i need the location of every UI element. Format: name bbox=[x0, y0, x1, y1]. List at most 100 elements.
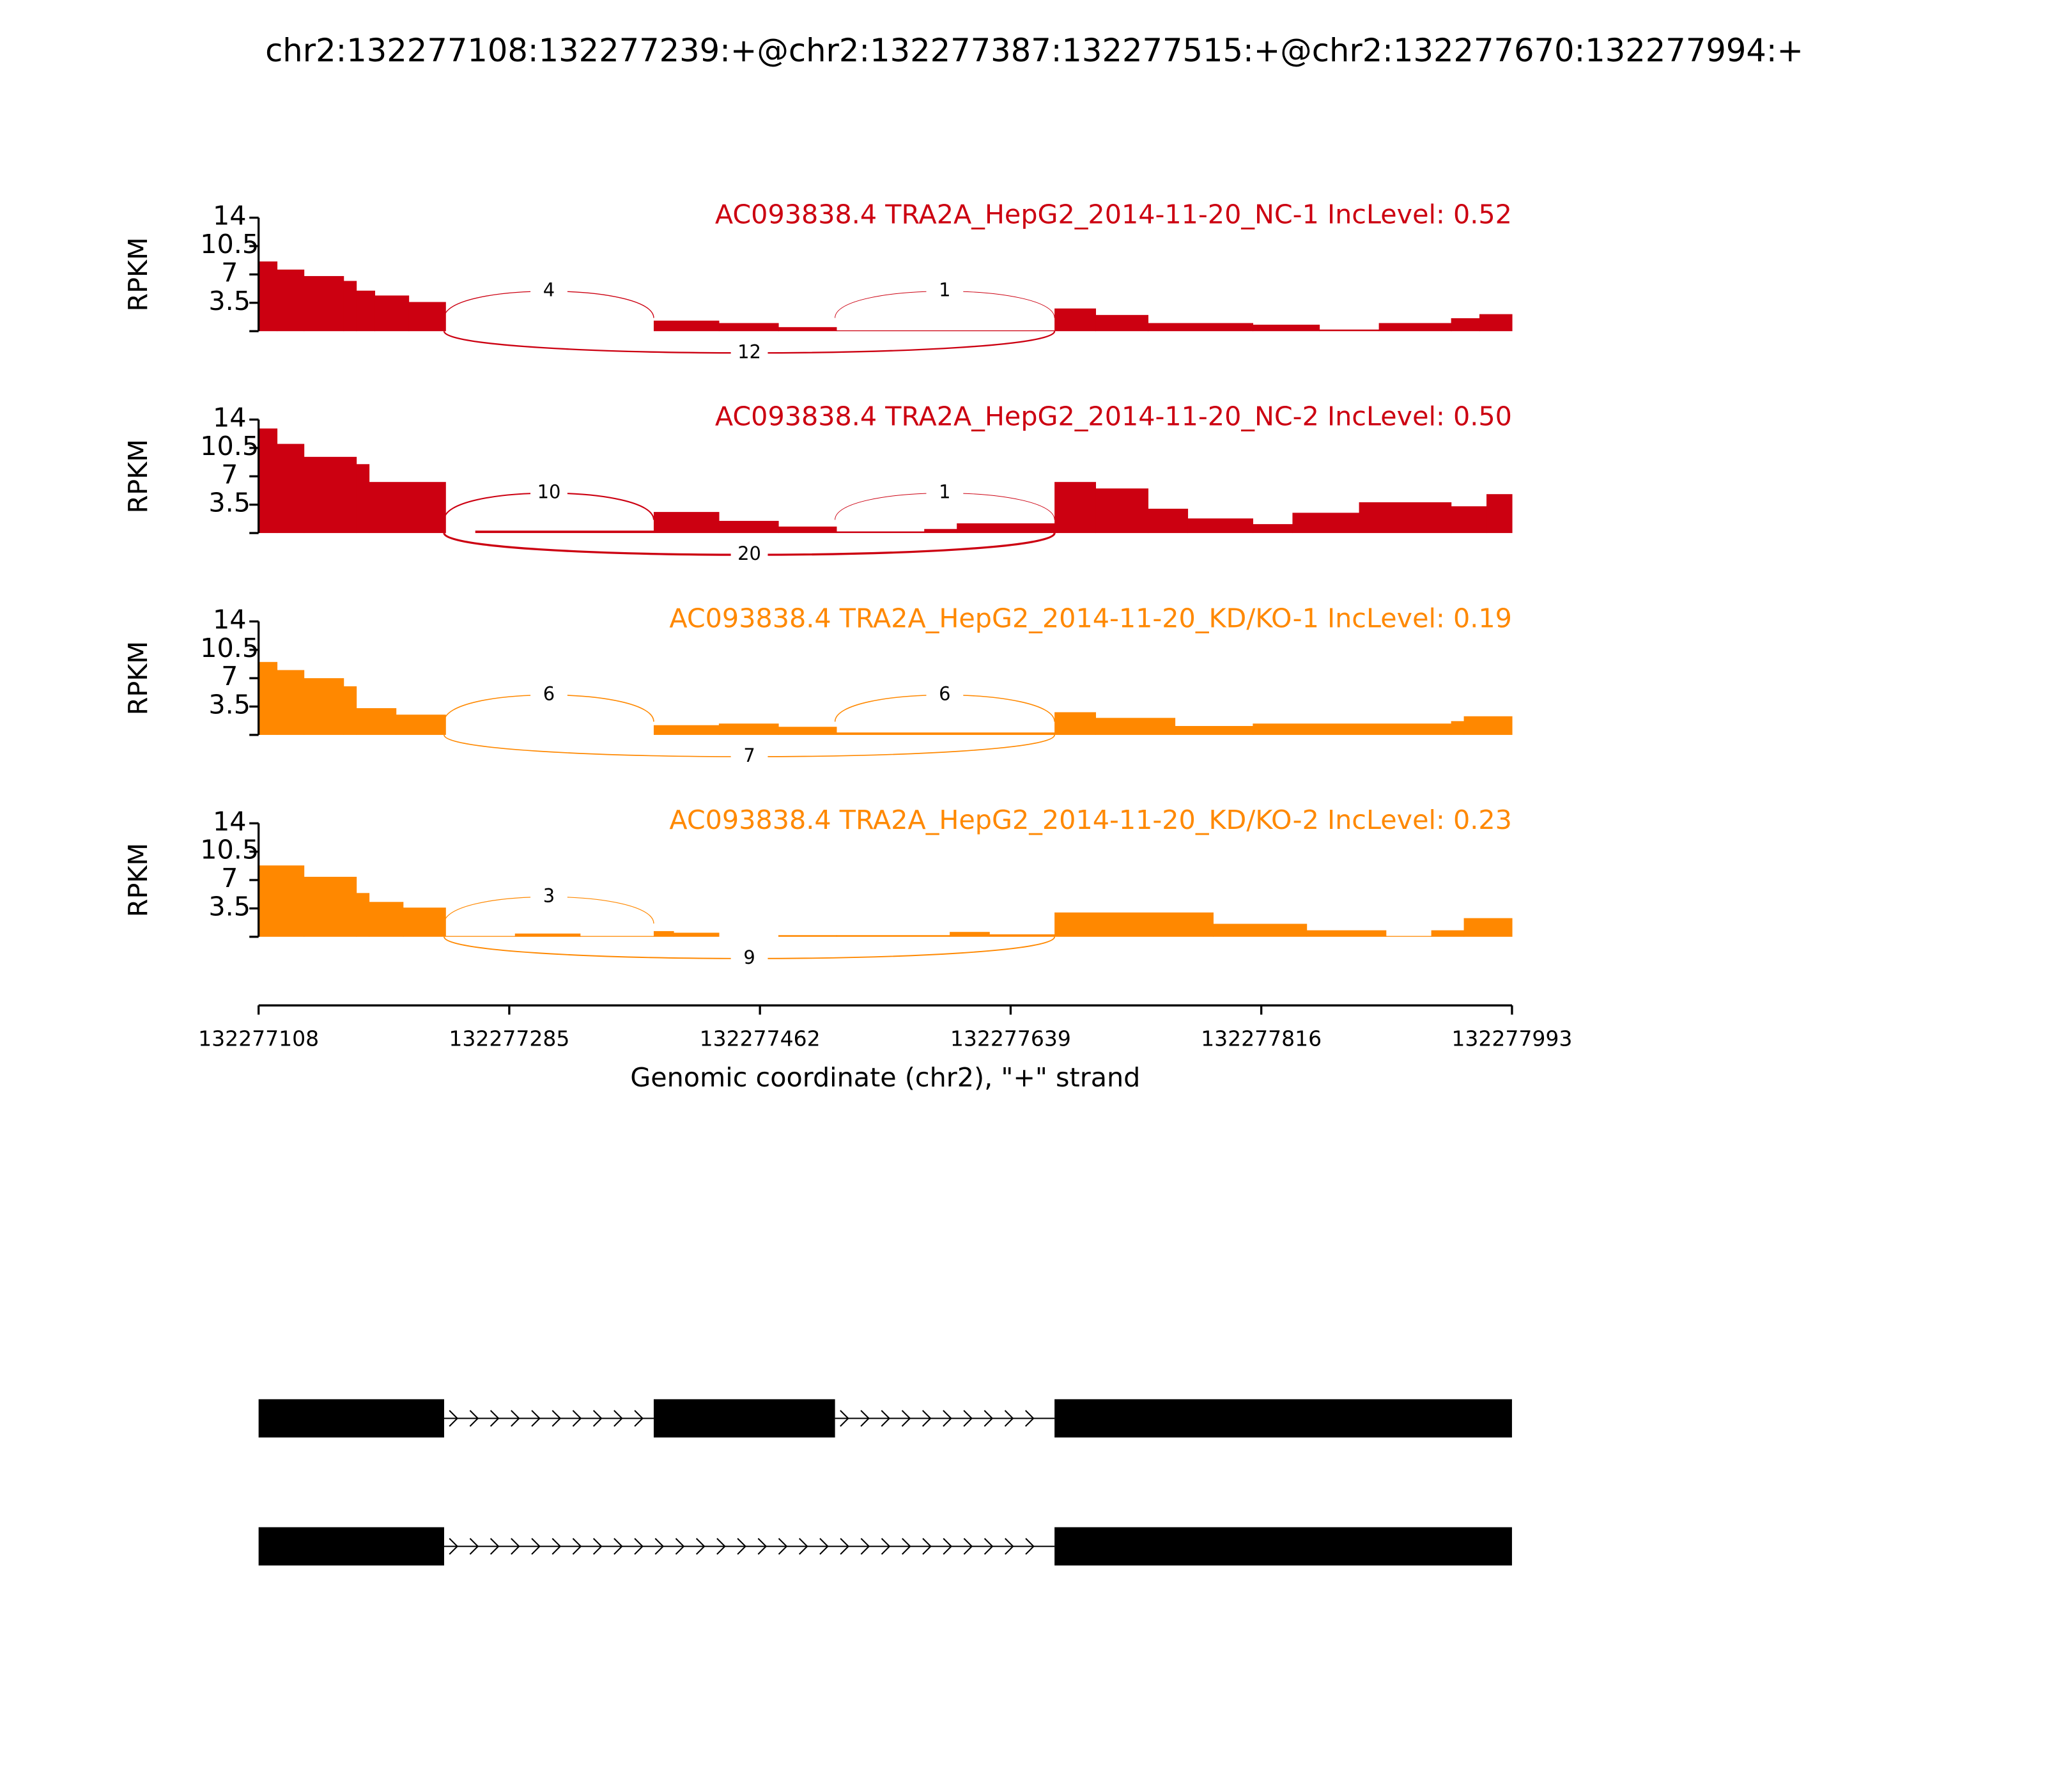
intron-arrow bbox=[634, 1410, 644, 1427]
coverage-bar bbox=[374, 295, 410, 332]
junction-label-bg bbox=[530, 884, 567, 909]
intron-arrow bbox=[552, 1538, 562, 1555]
coverage-bar bbox=[277, 444, 305, 534]
coverage-bar bbox=[924, 529, 957, 534]
intron-arrow bbox=[449, 1410, 459, 1427]
exon bbox=[653, 1399, 835, 1438]
x-tick-label: 132277285 bbox=[449, 1026, 569, 1051]
junction-label-bg bbox=[926, 279, 964, 304]
intron-arrow bbox=[943, 1410, 952, 1427]
junction-label: 10 bbox=[537, 481, 561, 503]
intron-arrow bbox=[490, 1538, 500, 1555]
intron-arrow bbox=[901, 1410, 911, 1427]
coverage-bar bbox=[369, 902, 404, 937]
intron-arrow bbox=[572, 1410, 582, 1427]
y-tick-label: 14 bbox=[213, 806, 247, 837]
y-tick-label: 10.5 bbox=[200, 835, 259, 865]
coverage-bar bbox=[1385, 936, 1432, 937]
y-tick-label: 10.5 bbox=[200, 431, 259, 461]
coverage-bar bbox=[258, 865, 305, 937]
coverage-bar bbox=[1253, 325, 1320, 332]
coverage-bar bbox=[304, 678, 344, 735]
coverage-bar bbox=[1054, 912, 1214, 937]
coverage-bar bbox=[718, 521, 779, 534]
coverage-bar bbox=[403, 908, 446, 937]
coverage-bar bbox=[1095, 718, 1176, 735]
coverage-bar bbox=[475, 530, 654, 534]
coverage-bar bbox=[989, 934, 1055, 937]
intron-arrow bbox=[572, 1538, 582, 1555]
intron-arrow bbox=[984, 1410, 994, 1427]
intron-arrow bbox=[531, 1538, 541, 1555]
intron-arrow bbox=[469, 1538, 479, 1555]
coverage-bar bbox=[653, 725, 720, 735]
coverage-bar bbox=[1095, 488, 1149, 534]
intron-arrow bbox=[963, 1538, 973, 1555]
coverage-bar bbox=[1463, 716, 1513, 735]
intron-arrow bbox=[860, 1538, 870, 1555]
coverage-bar bbox=[1479, 314, 1513, 332]
coverage-bar bbox=[514, 933, 581, 937]
junction-label: 1 bbox=[939, 481, 950, 503]
y-tick-label: 3.5 bbox=[208, 488, 251, 518]
y-tick-label: 7 bbox=[221, 661, 238, 691]
y-tick-label: 14 bbox=[213, 201, 247, 231]
coverage-bar bbox=[778, 935, 837, 937]
intron-arrow bbox=[860, 1410, 870, 1427]
coverage-bar bbox=[653, 320, 720, 332]
intron-arrow bbox=[840, 1410, 849, 1427]
coverage-bar bbox=[778, 526, 837, 534]
exon bbox=[258, 1399, 444, 1438]
intron-arrow bbox=[1004, 1410, 1014, 1427]
y-tick-label: 7 bbox=[221, 257, 238, 288]
coverage-bar bbox=[258, 261, 278, 332]
y-axis-label: RPKM bbox=[123, 843, 153, 917]
intron-arrow bbox=[778, 1538, 788, 1555]
track-title: AC093838.4 TRA2A_HepG2_2014-11-20_NC-2 I… bbox=[715, 401, 1512, 431]
exon bbox=[258, 1527, 444, 1566]
y-tick-label: 3.5 bbox=[208, 286, 251, 316]
intron-arrow bbox=[798, 1538, 808, 1555]
coverage-bar bbox=[718, 723, 779, 735]
intron-arrow bbox=[963, 1410, 973, 1427]
coverage-bar bbox=[653, 512, 720, 534]
coverage-bar bbox=[1451, 318, 1480, 332]
coverage-bar bbox=[1175, 725, 1253, 735]
junction-label-bg bbox=[730, 745, 768, 769]
x-tick-label: 132277462 bbox=[700, 1026, 821, 1051]
coverage-bar bbox=[258, 428, 278, 534]
coverage-bar bbox=[1054, 712, 1097, 735]
junction-label-bg bbox=[530, 683, 567, 707]
intron-arrow bbox=[922, 1410, 932, 1427]
intron-arrow bbox=[552, 1410, 562, 1427]
intron-arrow bbox=[634, 1538, 644, 1555]
exon bbox=[1054, 1399, 1512, 1438]
junction-label: 7 bbox=[743, 745, 755, 766]
x-axis-label: Genomic coordinate (chr2), "+" strand bbox=[630, 1062, 1140, 1093]
coverage-bar bbox=[258, 661, 278, 735]
junction-label-bg bbox=[730, 341, 768, 365]
intron-arrow bbox=[695, 1538, 706, 1555]
junction-label-bg bbox=[730, 946, 768, 971]
coverage-bar bbox=[1187, 518, 1253, 534]
y-tick-label: 14 bbox=[213, 604, 247, 635]
coverage-bar bbox=[1431, 930, 1465, 937]
track-title: AC093838.4 TRA2A_HepG2_2014-11-20_KD/KO-… bbox=[669, 603, 1512, 633]
coverage-bar bbox=[304, 275, 344, 332]
intron-arrow bbox=[449, 1538, 459, 1555]
coverage-bar bbox=[1378, 323, 1452, 332]
transcript bbox=[258, 1527, 1512, 1566]
intron-arrow bbox=[614, 1410, 623, 1427]
intron-arrow bbox=[1025, 1410, 1035, 1427]
coverage-bar bbox=[1054, 482, 1097, 534]
intron-arrow bbox=[490, 1410, 500, 1427]
junction-label: 1 bbox=[939, 279, 950, 301]
y-tick-label: 7 bbox=[221, 863, 238, 893]
coverage-bar bbox=[343, 281, 357, 332]
coverage-bar bbox=[1253, 524, 1293, 534]
coverage-bar bbox=[836, 531, 925, 534]
coverage-bar bbox=[1253, 723, 1452, 735]
